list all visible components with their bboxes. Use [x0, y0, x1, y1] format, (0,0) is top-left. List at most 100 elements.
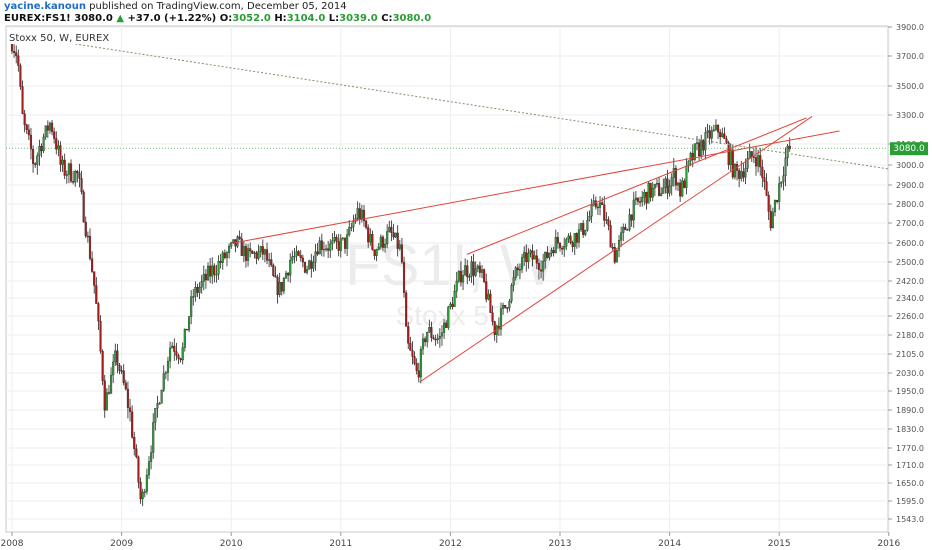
low-label: L: [328, 13, 340, 24]
candle-up [110, 374, 113, 394]
candle-down [118, 364, 121, 372]
candle-up [668, 185, 671, 194]
candle-down [466, 265, 469, 278]
candle-down [25, 124, 28, 130]
candle-up [778, 183, 781, 202]
candle-down [405, 292, 408, 327]
candle-up [461, 275, 465, 283]
candle-up [194, 287, 197, 297]
candle-down [95, 285, 98, 304]
candle-up [242, 246, 245, 256]
candle-down [459, 270, 462, 283]
candle-up [577, 229, 581, 243]
candle-up [474, 268, 477, 276]
candle-down [639, 201, 642, 203]
candle-down [413, 356, 416, 364]
candle-up [689, 152, 692, 162]
candle-down [63, 159, 66, 176]
legend-bg [7, 30, 107, 44]
candle-up [438, 336, 441, 339]
candle-up [154, 408, 157, 423]
candle-down [93, 271, 96, 286]
candle-up [662, 187, 665, 194]
candle-up [782, 175, 785, 183]
candle-up [198, 287, 201, 293]
trendline-upper-resistance[interactable] [233, 130, 840, 244]
author-link[interactable]: yacine.kanoun [4, 1, 86, 12]
candle-up [421, 338, 425, 350]
candle-up [67, 163, 70, 175]
candle-down [430, 327, 433, 338]
candle-up [236, 236, 239, 247]
candle-down [752, 156, 755, 158]
candle-up [508, 300, 511, 309]
candle-down [103, 380, 106, 411]
candle-down [173, 345, 176, 352]
candle-down [483, 269, 486, 282]
candle-up [150, 452, 153, 462]
candle-up [293, 255, 296, 258]
candle-down [569, 235, 572, 243]
candle-down [175, 351, 178, 356]
candle-down [185, 328, 188, 331]
candle-down [131, 411, 134, 438]
candle-up [632, 199, 635, 221]
symbol-label[interactable]: EUREX:FS1! [4, 13, 71, 24]
candle-up [554, 237, 557, 254]
y-tick-label: 2900.0 [896, 181, 924, 190]
y-tick-label: 2700.0 [896, 219, 924, 228]
candle-up [158, 403, 161, 405]
candle-down [50, 122, 54, 132]
candle-down [274, 275, 277, 278]
candle-up [282, 278, 285, 292]
candle-up [773, 200, 777, 213]
trendline-channel-lower[interactable] [419, 116, 813, 383]
candle-up [499, 308, 503, 330]
candle-up [529, 250, 532, 254]
candle-up [259, 246, 262, 252]
candle-down [594, 200, 597, 208]
candle-down [392, 232, 395, 238]
last-price-tag-bg [890, 142, 928, 156]
candle-up [105, 392, 108, 411]
high-value: 3104.0 [286, 13, 326, 24]
candle-up [521, 257, 524, 270]
candle-down [539, 269, 543, 272]
y-tick-label: 2260.0 [896, 312, 924, 321]
candle-up [169, 347, 172, 362]
trendline-channel-upper[interactable] [466, 117, 807, 255]
candle-up [617, 240, 621, 251]
candle-up [183, 328, 186, 348]
candle-up [225, 252, 229, 258]
candle-up [643, 192, 646, 198]
candle-down [571, 242, 574, 247]
candle-up [780, 181, 783, 184]
candle-up [341, 237, 344, 239]
candle-down [537, 263, 540, 270]
candle-down [776, 200, 779, 202]
y-tick-label: 3500.0 [896, 82, 924, 91]
y-tick-label: 1543.0 [896, 515, 924, 524]
candle-down [761, 166, 764, 178]
candle-up [622, 227, 625, 233]
candle-up [440, 332, 444, 337]
candle-down [13, 51, 16, 53]
candle-down [607, 219, 610, 226]
candle-down [72, 181, 75, 183]
trendlines[interactable] [6, 33, 889, 383]
candle-down [29, 134, 33, 150]
candle-up [647, 182, 650, 204]
candle-up [228, 246, 231, 253]
candle-down [506, 307, 509, 309]
candle-down [238, 236, 241, 239]
candle-up [457, 270, 460, 282]
candle-down [769, 211, 772, 229]
candle-up [308, 260, 311, 270]
candle-up [615, 250, 618, 263]
publish-info: published on TradingView.com, December 0… [89, 1, 347, 12]
candle-up [291, 256, 294, 261]
candle-up [329, 243, 332, 251]
candle-up [748, 151, 751, 159]
candle-down [390, 226, 393, 233]
